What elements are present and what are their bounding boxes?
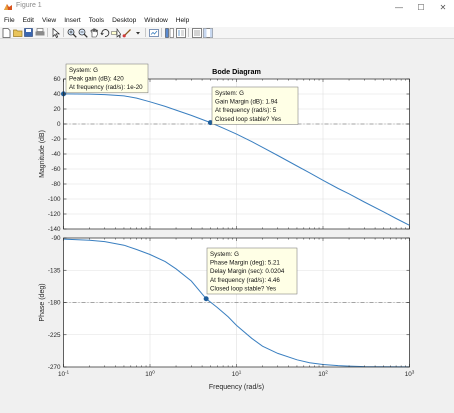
menu-edit[interactable]: Edit xyxy=(22,17,34,24)
menu-desktop[interactable]: Desktop xyxy=(112,17,137,24)
xtick-exponent: 3 xyxy=(412,370,415,375)
open-file-icon[interactable] xyxy=(12,27,23,38)
title-bar: Figure 1 — ☐ ✕ xyxy=(0,0,454,16)
pan-icon[interactable] xyxy=(88,27,99,38)
link-plot-icon[interactable] xyxy=(148,27,159,38)
peak-gain-datatip-box[interactable] xyxy=(65,63,149,94)
phase-margin-datatip-line: Phase Margin (deg): 5.21 xyxy=(210,260,280,267)
edit-plot-arrow-icon[interactable] xyxy=(50,27,61,38)
gain-margin-datatip-line: System: G xyxy=(215,90,244,97)
xtick-label: 103 xyxy=(405,370,415,379)
magnitude-ytick-label: -60 xyxy=(51,166,61,173)
magnitude-ytick-label: 20 xyxy=(53,106,61,113)
xtick-label: 101 xyxy=(232,370,242,379)
hide-plot-tools-icon[interactable] xyxy=(191,27,202,38)
maximize-button[interactable]: ☐ xyxy=(417,3,425,12)
phase-margin-datatip-line: Closed loop stable? Yes xyxy=(210,285,276,292)
close-button[interactable]: ✕ xyxy=(439,3,447,12)
phase-margin-datatip-line: System: G xyxy=(210,251,239,258)
matlab-figure-icon xyxy=(4,4,12,10)
phase-datatip-marker[interactable] xyxy=(203,296,209,302)
phase-ytick-label: -180 xyxy=(48,300,61,307)
insert-legend-icon[interactable] xyxy=(175,27,186,38)
xtick-exponent: 0 xyxy=(152,370,155,375)
xtick-label: 100 xyxy=(145,370,155,379)
magnitude-ytick-label: -100 xyxy=(48,196,61,203)
print-icon[interactable] xyxy=(34,27,45,38)
menu-file[interactable]: File xyxy=(4,17,15,24)
xtick-exponent: 1 xyxy=(239,370,242,375)
phase-ytick-label: -270 xyxy=(48,364,61,371)
toolbar-separator xyxy=(63,28,64,37)
peak-gain-datatip-line: Peak gain (dB): 420 xyxy=(69,76,124,83)
magnitude-ytick-label: -20 xyxy=(51,136,61,143)
gain-margin-datatip-line: Closed loop stable? Yes xyxy=(215,116,281,123)
gain-margin-datatip-line: At frequency (rad/s): 5 xyxy=(215,107,277,114)
show-plot-tools-icon[interactable] xyxy=(202,27,213,38)
new-figure-icon[interactable] xyxy=(1,27,12,38)
xtick-base: 10 xyxy=(58,371,66,378)
toolbar-separator xyxy=(47,28,48,37)
xtick-base: 10 xyxy=(405,371,413,378)
toolbar-separator xyxy=(188,28,189,37)
menu-view[interactable]: View xyxy=(42,17,57,24)
insert-colorbar-icon[interactable] xyxy=(164,27,175,38)
magnitude-ytick-label: -120 xyxy=(48,211,61,218)
phase-ylabel: Phase (deg) xyxy=(39,283,46,321)
magnitude-ytick-label: 0 xyxy=(57,121,61,128)
toolbar-separator xyxy=(161,28,162,37)
phase-margin-datatip-line: At frequency (rad/s): 4.46 xyxy=(210,277,280,284)
xtick-exponent: 2 xyxy=(325,370,328,375)
window-title: Figure 1 xyxy=(16,2,42,9)
magnitude-ytick-label: -140 xyxy=(48,226,61,233)
magnitude-ytick-label: 60 xyxy=(53,76,61,83)
minimize-button[interactable]: — xyxy=(395,3,403,12)
phase-ytick-label: -225 xyxy=(48,332,61,339)
brush-icon[interactable] xyxy=(121,27,132,38)
toolbar-separator xyxy=(145,28,146,37)
peak-gain-datatip-line: At frequency (rad/s): 1e-20 xyxy=(69,84,143,91)
menu-window[interactable]: Window xyxy=(144,17,168,24)
zoom-in-icon[interactable] xyxy=(66,27,77,38)
dropdown-arrow-icon[interactable] xyxy=(132,27,143,38)
magnitude-ytick-label: -80 xyxy=(51,181,61,188)
rotate-3d-icon[interactable] xyxy=(99,27,110,38)
phase-ytick-label: -135 xyxy=(48,267,61,274)
phase-ytick-label: -90 xyxy=(51,235,61,242)
chart-title: Bode Diagram xyxy=(212,67,261,76)
menu-insert[interactable]: Insert xyxy=(64,17,81,24)
xtick-exponent: -1 xyxy=(65,370,70,375)
magnitude-ytick-label: 40 xyxy=(53,91,61,98)
phase-series-line[interactable] xyxy=(63,238,410,368)
data-cursor-icon[interactable] xyxy=(110,27,121,38)
figure-canvas: 60 40 20 0 -20 -40 -60 -80 -100 -120 -140 Magnitude… xyxy=(0,40,454,408)
magnitude-ylabel: Magnitude (dB) xyxy=(39,130,46,178)
phase-margin-datatip-line: Delay Margin (sec): 0.0204 xyxy=(210,268,285,275)
magnitude-series-line[interactable] xyxy=(63,93,410,226)
peak-gain-datatip-line: System: G xyxy=(69,67,98,74)
zoom-out-icon[interactable] xyxy=(77,27,88,38)
xtick-label: 10-1 xyxy=(58,370,70,379)
magnitude-ytick-label: -40 xyxy=(51,151,61,158)
bode-diagram[interactable]: 6040200-20-40-60-80-100-120-140Magnitude… xyxy=(0,40,454,408)
menu-bar: File Edit View Insert Tools Desktop Wind… xyxy=(0,15,454,27)
xtick-base: 10 xyxy=(318,371,326,378)
figure-toolbar xyxy=(0,27,454,39)
menu-tools[interactable]: Tools xyxy=(88,17,105,24)
save-icon[interactable] xyxy=(23,27,34,38)
chart-xlabel: Frequency (rad/s) xyxy=(209,384,264,391)
gain-margin-datatip-line: Gain Margin (dB): 1.94 xyxy=(215,99,278,106)
menu-help[interactable]: Help xyxy=(175,17,190,24)
gain-margin-datatip-box[interactable] xyxy=(211,86,299,125)
xtick-base: 10 xyxy=(145,371,153,378)
xtick-base: 10 xyxy=(232,371,240,378)
phase-margin-datatip-box[interactable] xyxy=(206,247,298,295)
xtick-label: 102 xyxy=(318,370,328,379)
